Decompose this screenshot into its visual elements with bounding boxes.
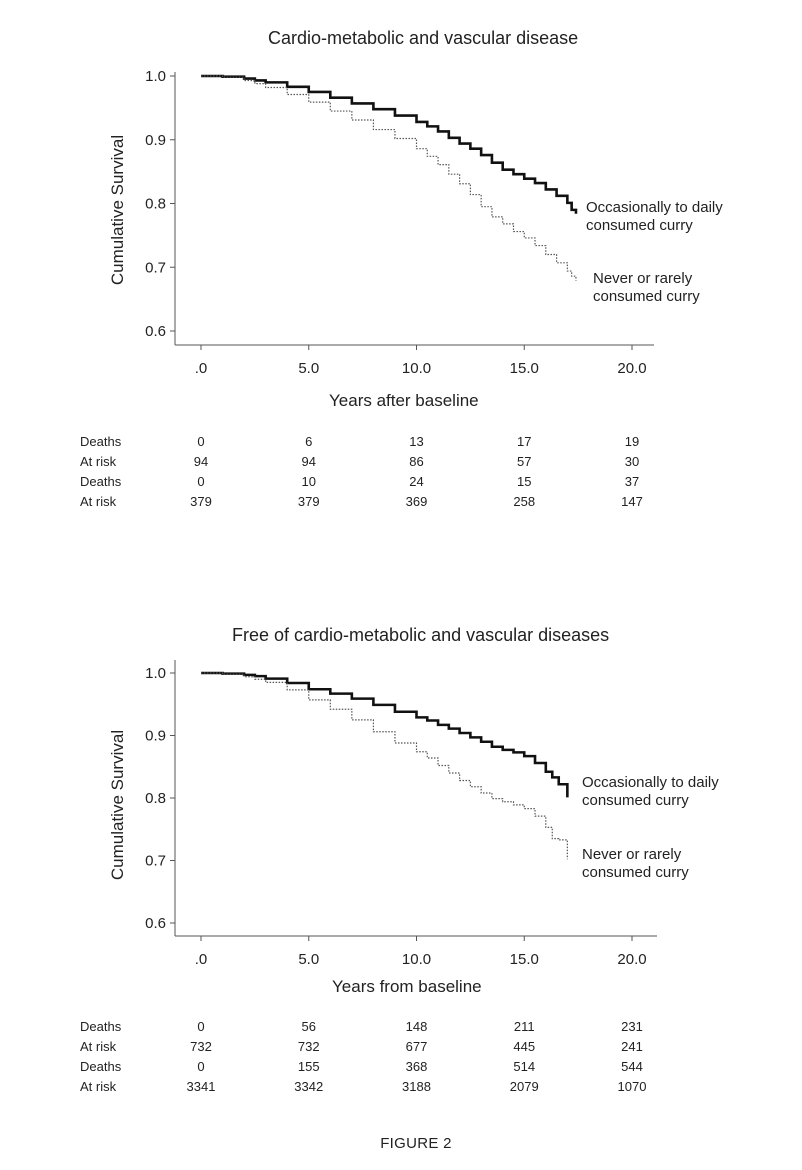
x-tick-label: 10.0: [402, 360, 431, 377]
risk-cell: 241: [621, 1039, 643, 1054]
plot-area: 0.6 0.7 0.8 0.9 1.0 .0 5.0 10.0 15.0 20.0: [145, 660, 657, 968]
x-tick-label: 10.0: [402, 951, 431, 968]
series-line-occasional: [201, 74, 578, 214]
x-tick-label: .0: [195, 360, 208, 377]
series-label-line: Occasionally to daily: [586, 199, 723, 216]
risk-row-label: At risk: [80, 454, 117, 469]
risk-cell: 445: [513, 1039, 536, 1054]
x-tick-label: .0: [195, 951, 208, 968]
risk-cell: 3188: [402, 1079, 431, 1094]
y-tick-label: 0.8: [145, 196, 166, 213]
risk-cell: 147: [621, 494, 643, 509]
x-axis-label: Years from baseline: [332, 977, 482, 996]
series-label-line: Occasionally to daily: [582, 774, 719, 791]
risk-cell: 56: [301, 1019, 316, 1034]
series-label-line: consumed curry: [593, 288, 700, 305]
risk-cell: 94: [301, 454, 316, 469]
risk-cell: 24: [409, 474, 424, 489]
series-label-line: consumed curry: [582, 864, 689, 881]
risk-cell: 544: [621, 1059, 643, 1074]
y-tick-label: 0.6: [145, 915, 166, 932]
x-axis-label: Years after baseline: [329, 391, 479, 410]
risk-cell: 148: [405, 1019, 428, 1034]
risk-cell: 732: [297, 1039, 320, 1054]
risk-cell: 211: [513, 1019, 535, 1034]
series-line-never: [201, 75, 577, 281]
risk-row-label: Deaths: [80, 434, 122, 449]
x-tick-label: 15.0: [510, 360, 539, 377]
risk-cell: 677: [405, 1039, 428, 1054]
risk-row-label: Deaths: [80, 474, 122, 489]
risk-row-label: At risk: [80, 1079, 117, 1094]
risk-cell: 17: [517, 434, 532, 449]
risk-cell: 379: [190, 494, 212, 509]
risk-table: Deaths 0 6 13 17 19 At risk 94 94 86 57 30 Deaths 0 10…: [0, 434, 802, 524]
risk-cell: 19: [624, 434, 640, 449]
risk-cell: 369: [405, 494, 428, 509]
series-line-never: [201, 672, 568, 860]
risk-row-label: Deaths: [80, 1019, 122, 1034]
risk-cell: 2079: [509, 1079, 539, 1094]
series-line-occasional: [201, 671, 569, 798]
risk-cell: 155: [297, 1059, 320, 1074]
y-tick-label: 0.9: [145, 132, 166, 149]
risk-cell: 15: [517, 474, 532, 489]
series-label-line: consumed curry: [586, 217, 693, 234]
series-label-line: Never or rarely: [582, 846, 682, 863]
y-tick-label: 0.7: [145, 259, 166, 276]
y-tick-label: 1.0: [145, 665, 166, 682]
x-tick-label: 20.0: [617, 951, 646, 968]
risk-cell: 6: [305, 434, 313, 449]
risk-cell: 86: [409, 454, 424, 469]
y-tick-label: 0.7: [145, 853, 166, 870]
risk-table: Deaths 0 56 148 211 231 At risk 732 732 677 445 241…: [0, 1019, 802, 1109]
series-label-occasional: Occasionally to daily consumed curry: [582, 774, 719, 810]
risk-cell: 30: [624, 454, 640, 469]
risk-cell: 258: [513, 494, 536, 509]
risk-cell: 379: [297, 494, 320, 509]
y-tick-label: 0.6: [145, 323, 166, 340]
risk-cell: 732: [190, 1039, 212, 1054]
risk-cell: 94: [193, 454, 209, 469]
x-tick-label: 5.0: [298, 360, 319, 377]
y-tick-label: 1.0: [145, 68, 166, 85]
series-label-never: Never or rarely consumed curry: [593, 270, 700, 306]
figure-caption: FIGURE 2: [380, 1135, 452, 1152]
risk-cell: 13: [409, 434, 424, 449]
risk-row-label: At risk: [80, 1039, 117, 1054]
series-label-occasional: Occasionally to daily consumed curry: [586, 199, 723, 235]
risk-cell: 0: [197, 1019, 205, 1034]
plot-area: 0.6 0.7 0.8 0.9 1.0 .0 5.0 10.0 15.0 20.0: [145, 68, 654, 377]
risk-cell: 57: [517, 454, 532, 469]
risk-cell: 10: [301, 474, 316, 489]
series-label-line: Never or rarely: [593, 270, 693, 287]
series-label-never: Never or rarely consumed curry: [582, 846, 689, 882]
risk-cell: 0: [197, 434, 205, 449]
y-tick-label: 0.9: [145, 728, 166, 745]
chart-title: Free of cardio-metabolic and vascular di…: [232, 625, 610, 645]
risk-row-label: Deaths: [80, 1059, 122, 1074]
x-tick-label: 20.0: [617, 360, 646, 377]
survival-chart-free-of-disease: Free of cardio-metabolic and vascular di…: [0, 597, 802, 1117]
risk-cell: 231: [621, 1019, 643, 1034]
x-tick-label: 15.0: [510, 951, 539, 968]
series-label-line: consumed curry: [582, 792, 689, 809]
risk-cell: 0: [197, 1059, 205, 1074]
risk-row-label: At risk: [80, 494, 117, 509]
x-tick-label: 5.0: [298, 951, 319, 968]
y-tick-label: 0.8: [145, 790, 166, 807]
risk-cell: 3342: [294, 1079, 324, 1094]
survival-chart-cardio-metabolic: Cardio-metabolic and vascular disease Cu…: [0, 0, 802, 540]
risk-cell: 1070: [617, 1079, 647, 1094]
risk-cell: 3341: [186, 1079, 216, 1094]
risk-cell: 0: [197, 474, 205, 489]
risk-cell: 514: [513, 1059, 536, 1074]
risk-cell: 368: [405, 1059, 428, 1074]
risk-cell: 37: [624, 474, 640, 489]
chart-title: Cardio-metabolic and vascular disease: [268, 28, 579, 48]
